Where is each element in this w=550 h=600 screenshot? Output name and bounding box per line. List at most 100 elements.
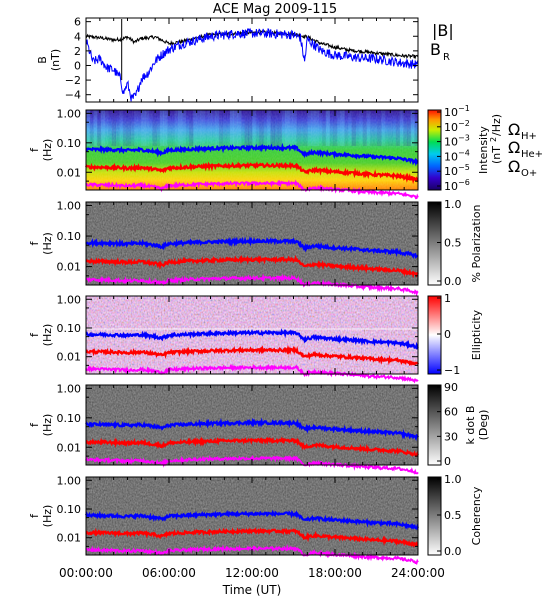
frequency-y-axis-label: f (Hz) [28, 414, 54, 437]
colorbar-label: % Polarization [470, 205, 483, 283]
gyrofrequency-line-Oplus [85, 179, 419, 200]
frequency-y-axis-label: f (Hz) [28, 139, 54, 162]
colorbar [427, 476, 442, 556]
y-tick-label: 0.01 [57, 441, 82, 454]
colorbar-tick-label: −1 [444, 364, 460, 377]
y-tick-label: 0.10 [57, 230, 82, 243]
colorbar-label-line: Coherency [470, 486, 483, 545]
gyrofrequency-line-Heplus [85, 161, 419, 185]
y-tick-label: 0.10 [57, 137, 82, 150]
colorbar-tick-label: 0.0 [444, 275, 462, 288]
colorbar [427, 295, 442, 375]
colorbar-tick-label: 1.0 [444, 198, 462, 211]
colorbar-tick-exponent: −4 [458, 148, 470, 157]
y-tick-label: −2 [65, 74, 81, 87]
gyrofrequency-line-Hplus [85, 328, 419, 350]
colorbar-tick-label: 10 [444, 150, 458, 163]
colorbar-tick-label: 0.5 [444, 509, 462, 522]
y-tick-label: 1.00 [57, 199, 82, 212]
colorbar-label-line: Intensity [477, 126, 490, 174]
x-tick-label: 12:00:00 [225, 566, 279, 580]
y-axis-label-line: (Hz) [41, 232, 54, 255]
legend-ion-subscript: He+ [521, 149, 543, 160]
data-lines [85, 19, 419, 566]
legend-B-R: B [430, 40, 441, 59]
x-tick-label: 18:00:00 [308, 566, 362, 580]
y-tick-label: 0.10 [57, 322, 82, 335]
y-tick-label: −4 [65, 89, 81, 102]
colorbar-tick-label: 1.0 [444, 473, 462, 486]
y-tick-label: 0.01 [57, 166, 82, 179]
panel-frames [85, 17, 441, 556]
colorbar-label-line: % Polarization [470, 205, 483, 283]
gyrofrequency-line-Hplus [85, 417, 419, 442]
y-tick-label: 0.01 [57, 261, 82, 274]
y-tick-label: 2 [74, 45, 81, 58]
x-tick-label: 00:00:00 [59, 566, 113, 580]
gyrofrequency-line-Heplus [85, 436, 419, 458]
gyrofrequency-line-Heplus [85, 527, 419, 548]
colorbar-tick-label: 0.5 [444, 237, 462, 250]
colorbar-tick-label: 0 [444, 328, 451, 341]
y-tick-label: 0.10 [57, 503, 82, 516]
colorbar-label-line: Ellipticity [470, 309, 483, 360]
y-axis-label-line: f [28, 147, 41, 152]
colorbar-label: k dot B (Deg) [464, 406, 490, 445]
y-tick-label: 1.00 [57, 474, 82, 487]
y-axis-label-line: f [28, 513, 41, 518]
colorbar [427, 109, 442, 191]
colorbar-tick-label: 60 [444, 406, 458, 419]
colorbar-tick-label: 0 [444, 455, 451, 468]
chart-title: ACE Mag 2009-115 [213, 2, 337, 17]
colorbar-label-line: (Deg) [477, 410, 490, 441]
frequency-y-axis-label: f (Hz) [28, 505, 54, 528]
colorbar [427, 201, 442, 286]
y-axis-label-line: (nT) [49, 49, 62, 71]
y-tick-label: 0.01 [57, 532, 82, 545]
legend-omega-Hplus: Ω [508, 120, 520, 139]
colorbar-tick-exponent: −5 [458, 163, 470, 172]
colorbar-tick-label: 1 [444, 292, 451, 305]
colorbar-tick-label: 10 [444, 136, 458, 149]
gyrofrequency-line-Hplus [85, 142, 419, 167]
y-tick-label: 1.00 [57, 382, 82, 395]
y-axis-label-line: (Hz) [41, 414, 54, 437]
y-tick-label: 1.00 [57, 107, 82, 120]
colorbar-tick-label: 10 [444, 165, 458, 178]
y-tick-label: 0.01 [57, 351, 82, 364]
y-axis-label-line: f [28, 422, 41, 427]
spectrogram-images [86, 18, 442, 556]
colorbar-tick-label: 10 [444, 121, 458, 134]
colorbar-tick-label: 90 [444, 381, 458, 394]
y-tick-label: 0.10 [57, 412, 82, 425]
colorbar-tick-label: 10 [444, 106, 458, 119]
x-tick-label: 06:00:00 [142, 566, 196, 580]
colorbar-label: Intensity (nT 2/Hz) [477, 114, 503, 174]
colorbar-tick-label: 0.0 [444, 545, 462, 558]
y-tick-label: 6 [74, 16, 81, 29]
gyrofrequency-line-Heplus [85, 254, 419, 279]
legend-ion-subscript: H+ [521, 131, 537, 142]
colorbar-tick-label: 30 [444, 430, 458, 443]
y-tick-label: 0 [74, 59, 81, 72]
colorbar-label: Ellipticity [470, 309, 483, 360]
x-axis-label: Time (UT) [222, 583, 282, 597]
y-tick-label: 1.00 [57, 293, 82, 306]
legend-B-R-subscript: R [443, 52, 450, 63]
gyrofrequency-line-Hplus [85, 235, 419, 259]
colorbar-tick-exponent: −1 [458, 104, 470, 113]
legend-omega-Heplus: Ω [508, 138, 520, 157]
legend-ion-subscript: O+ [521, 168, 537, 179]
field-y-axis-label: B (nT) [36, 49, 62, 71]
colorbar-label-line: (nT [490, 146, 503, 164]
colorbar-label-line: /Hz) [490, 114, 503, 136]
frequency-y-axis-label: f (Hz) [28, 324, 54, 347]
colorbar-label-line: k dot B [464, 406, 477, 445]
colorbar-tick-exponent: −6 [458, 178, 470, 187]
y-axis-label-line: f [28, 240, 41, 245]
y-axis-label-line: (Hz) [41, 324, 54, 347]
legend-B-magnitude: |B| [432, 21, 454, 40]
frequency-y-axis-label: f (Hz) [28, 232, 54, 255]
